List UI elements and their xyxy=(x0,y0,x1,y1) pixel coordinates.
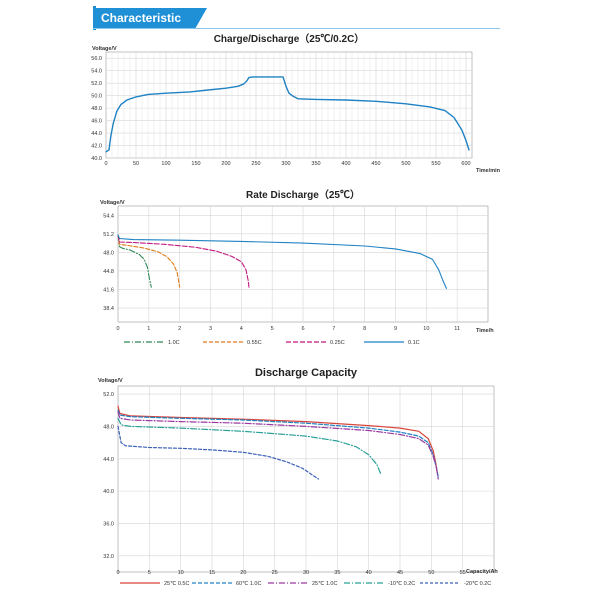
x-tick-label: 7 xyxy=(332,326,335,332)
x-tick-label: 35 xyxy=(334,570,340,576)
x-tick-label: 450 xyxy=(371,161,380,167)
x-tick-label: 50 xyxy=(428,570,434,576)
chart-title: Rate Discharge（25℃） xyxy=(246,188,360,201)
series-line-0-55c xyxy=(117,234,181,288)
x-tick-label: 350 xyxy=(311,161,320,167)
x-tick-label: 150 xyxy=(191,161,200,167)
section-header: Characteristic Curve xyxy=(93,8,207,28)
x-axis-label: Time/h xyxy=(476,328,494,334)
y-tick-label: 51.2 xyxy=(103,232,114,238)
x-tick-label: 1 xyxy=(147,326,150,332)
legend-label: -20℃ 0.2C xyxy=(464,581,491,587)
x-tick-label: 500 xyxy=(401,161,410,167)
series-line-0-1c xyxy=(117,234,447,289)
x-axis-label: Capacity/Ah xyxy=(466,569,498,575)
series-line--10-0-2c xyxy=(117,417,382,476)
x-tick-label: 50 xyxy=(133,161,139,167)
x-tick-label: 0 xyxy=(116,326,119,332)
x-tick-label: 3 xyxy=(209,326,212,332)
y-tick-label: 38.4 xyxy=(103,306,114,312)
legend-label: 25℃ 1.0C xyxy=(312,581,337,587)
x-tick-label: 5 xyxy=(148,570,151,576)
chart-title: Charge/Discharge（25℃/0.2C） xyxy=(214,32,365,45)
x-tick-label: 25 xyxy=(272,570,278,576)
y-axis-label: Voltage/V xyxy=(92,46,117,52)
header-divider xyxy=(93,28,500,29)
x-tick-label: 40 xyxy=(366,570,372,576)
series-line-25-1-0c xyxy=(117,411,439,480)
y-tick-label: 42.0 xyxy=(91,144,102,150)
x-tick-label: 10 xyxy=(178,570,184,576)
x-tick-label: 9 xyxy=(394,326,397,332)
charge-discharge-chart: Charge/Discharge（25℃/0.2C） 0 50 100 150 200 25… xyxy=(91,32,501,174)
x-tick-label: 200 xyxy=(221,161,230,167)
y-tick-label: 32.0 xyxy=(103,554,114,560)
legend-label: 0.25C xyxy=(330,340,345,346)
x-tick-label: 250 xyxy=(251,161,260,167)
series-line-25-0-5c xyxy=(117,405,439,476)
discharge-capacity-chart: Discharge Capacity 0 5 10 15 20 25 30 35 40 45 50 55… xyxy=(98,367,498,587)
x-tick-label: 0 xyxy=(116,570,119,576)
x-tick-label: 30 xyxy=(303,570,309,576)
x-tick-label: 11 xyxy=(454,326,460,332)
y-tick-label: 56.0 xyxy=(91,56,102,62)
y-tick-label: 48.0 xyxy=(103,424,114,430)
y-tick-label: 54.0 xyxy=(91,69,102,75)
x-tick-label: 300 xyxy=(281,161,290,167)
y-tick-label: 52.0 xyxy=(103,392,114,398)
legend-label: 1.0C xyxy=(168,340,180,346)
legend-label: 25℃ 0.5C xyxy=(164,581,189,587)
legend-label: 0.1C xyxy=(408,340,420,346)
rate-discharge-chart: Rate Discharge（25℃） 0 1 2 3 4 5 6 7 8 9 10 11 38.4 41.… xyxy=(100,188,494,346)
x-tick-label: 45 xyxy=(397,570,403,576)
legend-label: 0.55C xyxy=(247,340,262,346)
x-tick-label: 0 xyxy=(104,161,107,167)
y-tick-label: 40.0 xyxy=(91,156,102,162)
y-tick-label: 41.6 xyxy=(103,288,114,294)
chart-title: Discharge Capacity xyxy=(255,367,358,379)
x-tick-label: 2 xyxy=(178,326,181,332)
series-line-0 xyxy=(105,76,470,153)
series-line-1-0c xyxy=(117,234,152,288)
x-tick-label: 6 xyxy=(301,326,304,332)
x-tick-label: 400 xyxy=(341,161,350,167)
series-line--20-0-2c xyxy=(117,425,320,480)
y-tick-label: 46.0 xyxy=(91,119,102,125)
y-axis-label: Voltage/V xyxy=(100,200,125,206)
y-tick-label: 44.8 xyxy=(103,269,114,275)
x-tick-label: 15 xyxy=(209,570,215,576)
series-line-0-25c xyxy=(117,234,250,288)
y-tick-label: 40.0 xyxy=(103,489,114,495)
x-tick-label: 100 xyxy=(161,161,170,167)
y-tick-label: 36.0 xyxy=(103,521,114,527)
legend-label: -10℃ 0.2C xyxy=(388,581,415,587)
x-tick-label: 600 xyxy=(461,161,470,167)
x-tick-label: 8 xyxy=(363,326,366,332)
y-tick-label: 44.0 xyxy=(103,457,114,463)
x-tick-label: 5 xyxy=(271,326,274,332)
legend-label: 60℃ 1.0C xyxy=(236,581,261,587)
x-tick-label: 20 xyxy=(240,570,246,576)
y-axis-label: Voltage/V xyxy=(98,378,123,384)
x-axis-label: Time/min xyxy=(476,168,501,174)
y-tick-label: 48.0 xyxy=(103,250,114,256)
y-tick-label: 48.0 xyxy=(91,106,102,112)
x-tick-label: 55 xyxy=(460,570,466,576)
y-tick-label: 52.0 xyxy=(91,81,102,87)
y-tick-label: 54.4 xyxy=(103,213,114,219)
y-tick-label: 50.0 xyxy=(91,94,102,100)
x-tick-label: 550 xyxy=(431,161,440,167)
x-tick-label: 4 xyxy=(240,326,243,332)
series-line-60-1-0c xyxy=(117,409,439,478)
x-tick-label: 10 xyxy=(423,326,429,332)
y-tick-label: 44.0 xyxy=(91,131,102,137)
